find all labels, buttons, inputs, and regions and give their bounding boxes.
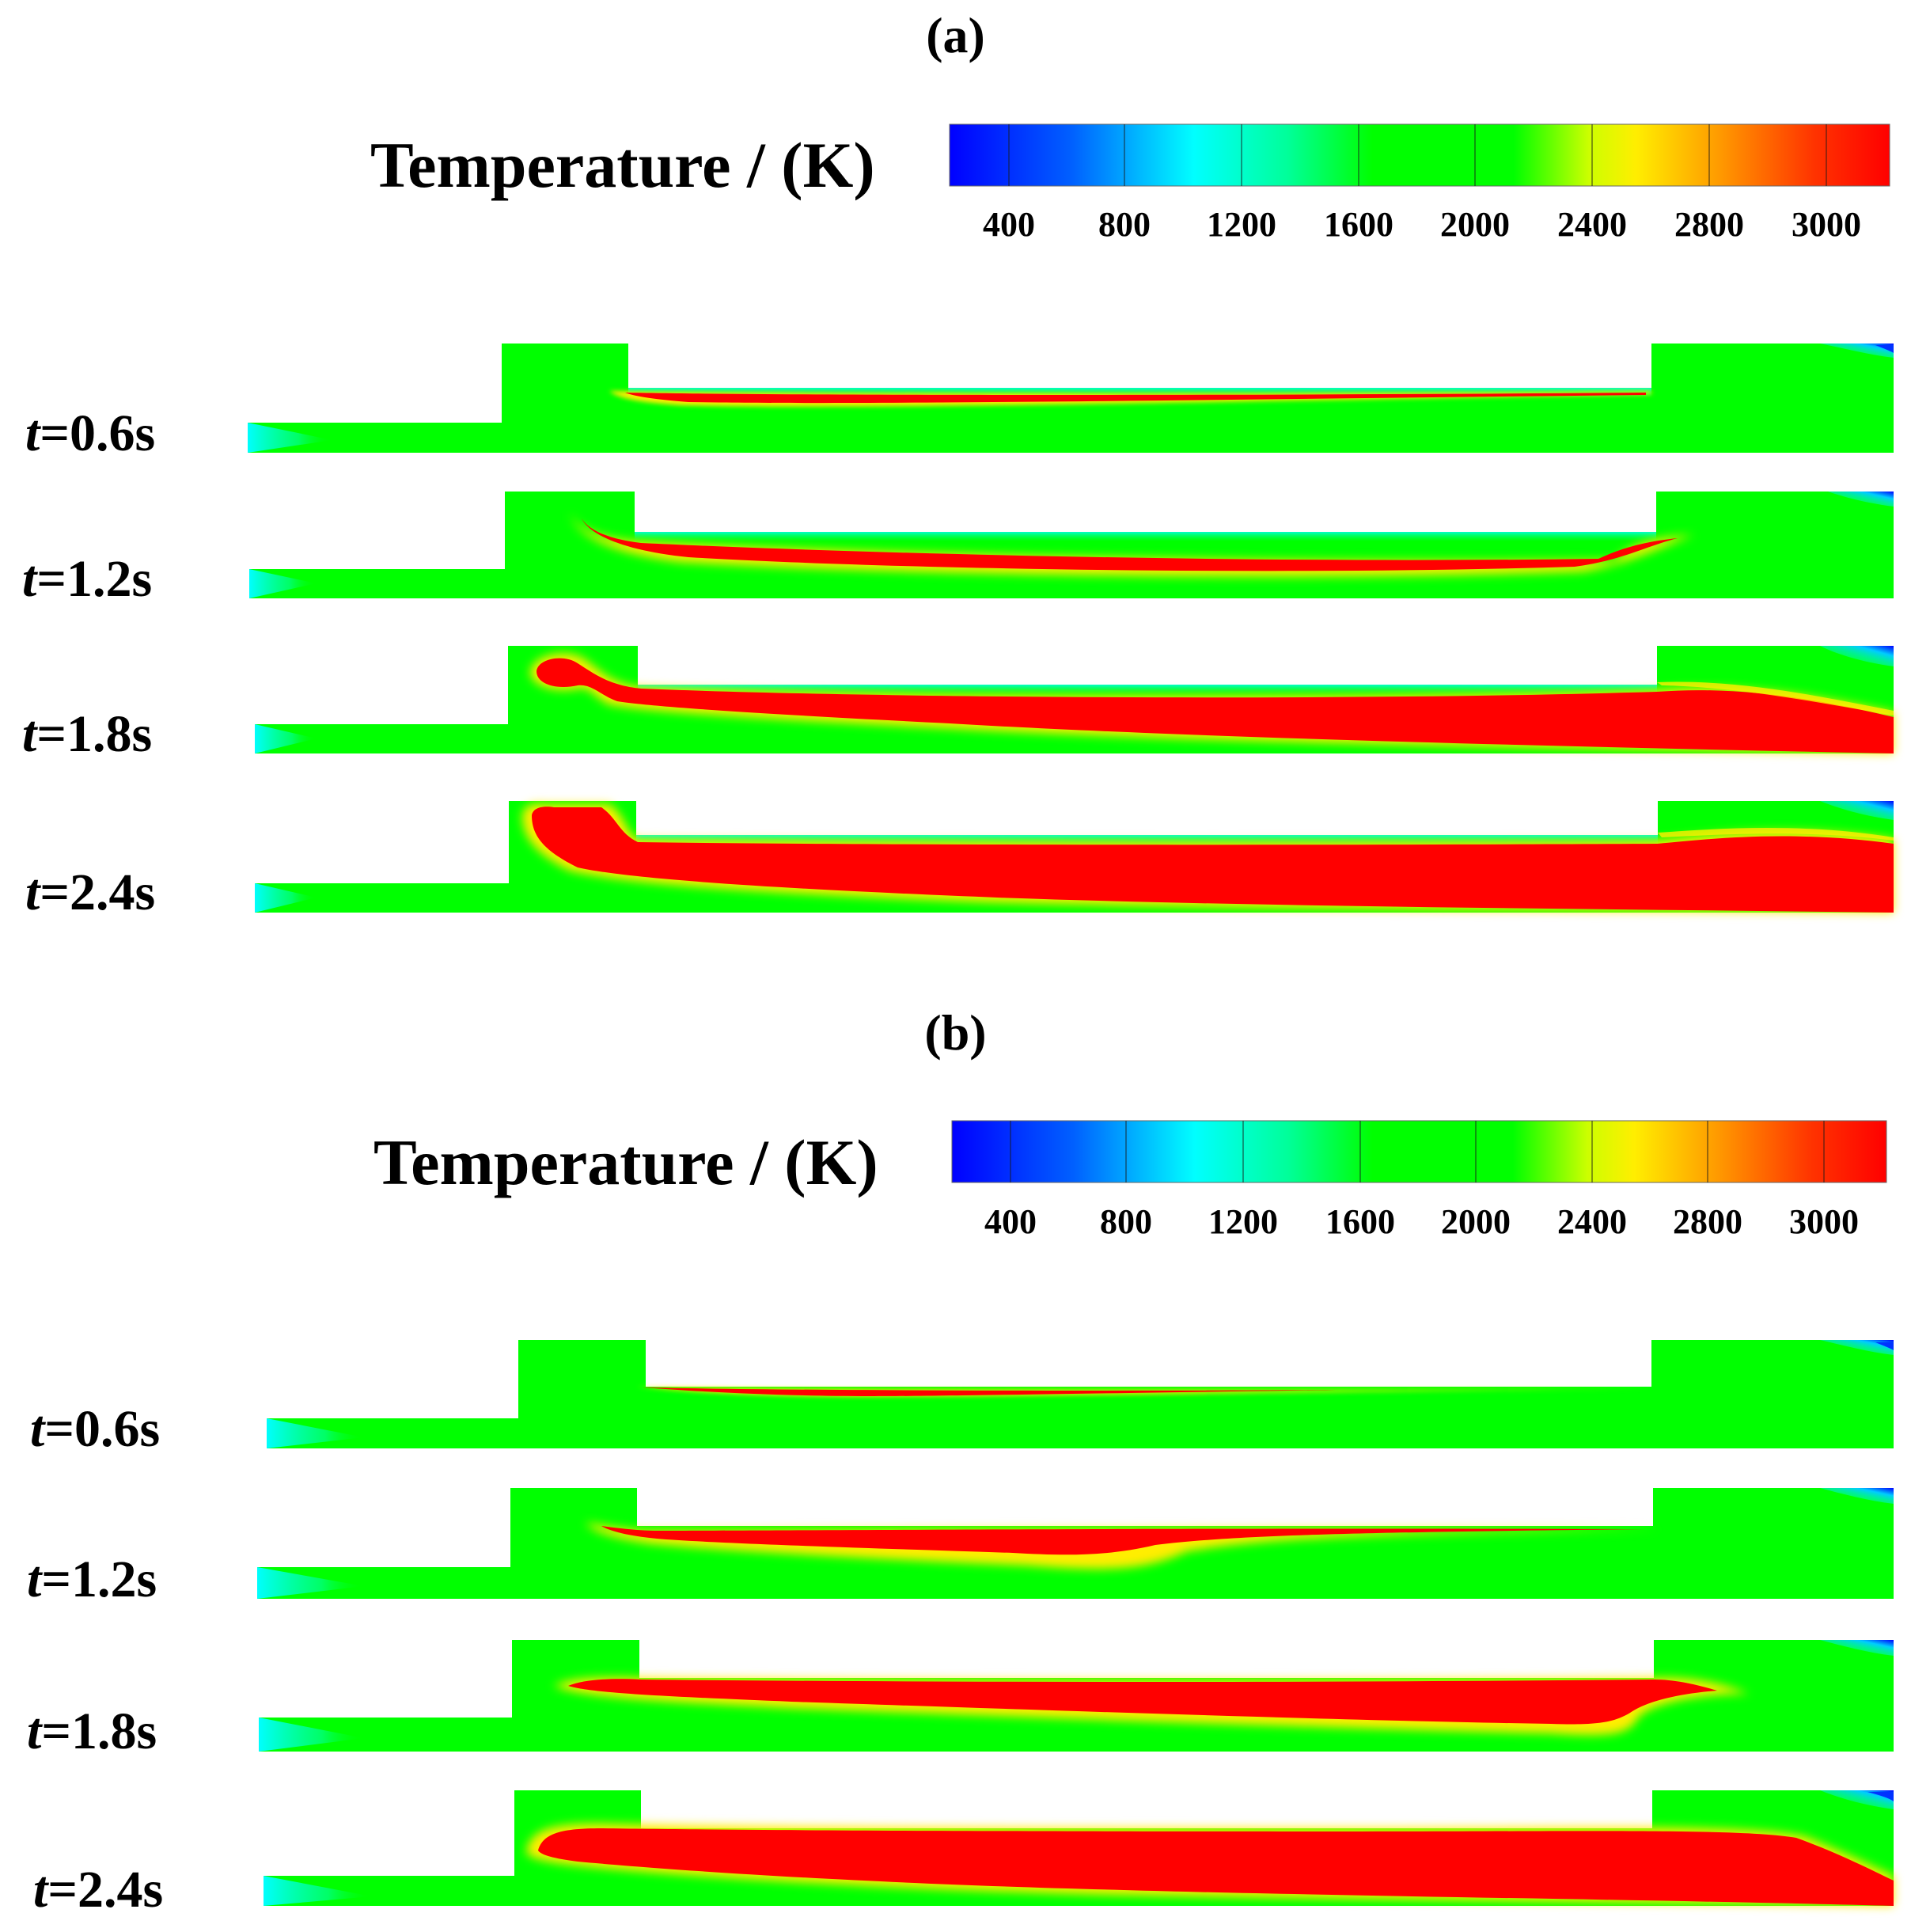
panel-a-colorbar-tick: 2400 — [1557, 205, 1627, 244]
panel-b-contour-t1.2 — [257, 1488, 1894, 1599]
panel-a-colorbar-tick: 1600 — [1324, 205, 1393, 244]
panel-b-time-label: t=2.4s — [33, 1861, 164, 1919]
panel-b-contour-t1.8 — [259, 1640, 1894, 1752]
panel-a-colorbar-tick: 2800 — [1674, 205, 1744, 244]
panel-b-colorbar-tick: 2000 — [1441, 1202, 1511, 1241]
panel-b-contour-t0.6 — [267, 1340, 1894, 1448]
panel-a-time-label: t=1.8s — [22, 705, 153, 763]
panel-b-colorbar-tick: 1200 — [1208, 1202, 1278, 1241]
panel-a-contour-t1.8 — [255, 646, 1894, 753]
panel-b-colorbar-tick: 400 — [984, 1202, 1037, 1241]
panel-a-time-label: t=0.6s — [25, 404, 156, 462]
panel-b-colorbar-title: Temperature / (K) — [373, 1126, 878, 1198]
panel-b-time-label: t=1.2s — [27, 1551, 157, 1608]
panel-a-colorbar-title: Temperature / (K) — [370, 129, 875, 201]
panel-a-colorbar-tick: 3000 — [1792, 205, 1861, 244]
panel-b-colorbar-tick: 2800 — [1673, 1202, 1742, 1241]
panel-a-title: (a) — [926, 7, 985, 63]
panel-a-contour-t2.4 — [255, 801, 1894, 913]
panel-b-colorbar-tick: 1600 — [1325, 1202, 1395, 1241]
panel-a-colorbar-tick: 400 — [983, 205, 1035, 244]
panel-a-time-label: t=1.2s — [22, 550, 153, 608]
panel-a-colorbar-tick: 1200 — [1207, 205, 1276, 244]
panel-a-contour-t0.6 — [248, 344, 1894, 453]
panel-a-contour-t1.2 — [249, 492, 1894, 598]
panel-b-colorbar-tick: 3000 — [1789, 1202, 1859, 1241]
panel-b-colorbar-tick: 800 — [1100, 1202, 1152, 1241]
panel-a-colorbar-tick: 800 — [1098, 205, 1151, 244]
panel-b-colorbar-tick: 2400 — [1557, 1202, 1627, 1241]
panel-b-time-label: t=1.8s — [27, 1702, 157, 1760]
panel-b-colorbar — [951, 1120, 1887, 1183]
panel-a-time-label: t=2.4s — [25, 864, 156, 921]
panel-a-colorbar-tick: 2000 — [1440, 205, 1510, 244]
panel-b-time-label: t=0.6s — [30, 1400, 161, 1458]
panel-b-title: (b) — [924, 1004, 987, 1061]
panel-b-contour-t2.4 — [264, 1790, 1894, 1906]
panel-a-colorbar — [949, 123, 1890, 187]
